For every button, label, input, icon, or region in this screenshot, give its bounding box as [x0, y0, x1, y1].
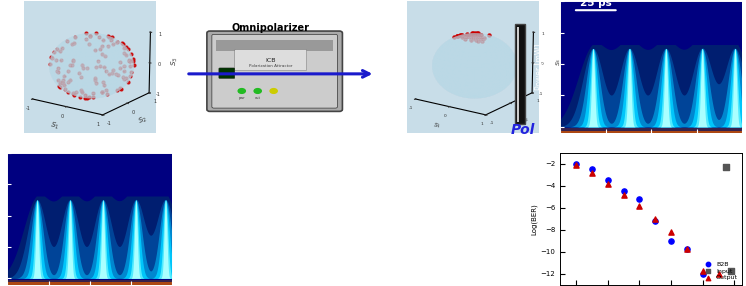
B2B: [618, 189, 630, 194]
Output: [649, 217, 661, 221]
Bar: [216, 40, 333, 51]
B2B: [633, 197, 645, 201]
FancyBboxPatch shape: [212, 34, 337, 108]
B2B: [602, 178, 614, 182]
X-axis label: $S_1$: $S_1$: [433, 121, 442, 131]
B2B: [697, 271, 709, 276]
FancyBboxPatch shape: [219, 68, 235, 78]
Text: out: out: [254, 96, 260, 100]
FancyBboxPatch shape: [235, 49, 307, 71]
Bar: [7, 280, 172, 282]
B2B: [570, 162, 582, 166]
Bar: [560, 128, 742, 131]
Y-axis label: $S_2$: $S_2$: [521, 115, 532, 126]
Y-axis label: $S_2$: $S_2$: [137, 114, 150, 127]
Bar: [560, 131, 742, 133]
Output: [681, 247, 693, 252]
Output: [697, 269, 709, 274]
Output: [586, 170, 598, 175]
Text: pwr: pwr: [239, 96, 245, 100]
Bar: [516, 27, 519, 122]
Output: [633, 203, 645, 208]
Input: [721, 165, 733, 169]
Output: [570, 163, 582, 167]
Y-axis label: Log(BER): Log(BER): [531, 203, 538, 235]
Output: [712, 271, 724, 276]
Output: [665, 230, 677, 234]
X-axis label: $S_1$: $S_1$: [49, 120, 60, 132]
Output: [618, 192, 630, 197]
Legend: B2B, Input, Output: B2B, Input, Output: [700, 260, 739, 281]
Circle shape: [270, 89, 278, 93]
Input: [725, 269, 737, 274]
Bar: [7, 282, 172, 285]
Circle shape: [238, 89, 245, 93]
B2B: [681, 247, 693, 252]
Text: Omnipolarizer: Omnipolarizer: [232, 23, 310, 33]
Text: ICB: ICB: [266, 57, 276, 63]
Text: 25 ps: 25 ps: [580, 0, 612, 8]
X-axis label: Time [ps]: Time [ps]: [633, 150, 669, 159]
Bar: [515, 24, 524, 124]
Output: [602, 181, 614, 186]
FancyBboxPatch shape: [207, 31, 342, 111]
B2B: [665, 239, 677, 243]
B2B: [586, 167, 598, 172]
B2B: [649, 219, 661, 223]
Text: Polarization Attractor: Polarization Attractor: [249, 64, 292, 68]
Circle shape: [254, 89, 261, 93]
Text: Pol: Pol: [510, 123, 535, 137]
Y-axis label: Power [mW]: Power [mW]: [534, 44, 543, 90]
